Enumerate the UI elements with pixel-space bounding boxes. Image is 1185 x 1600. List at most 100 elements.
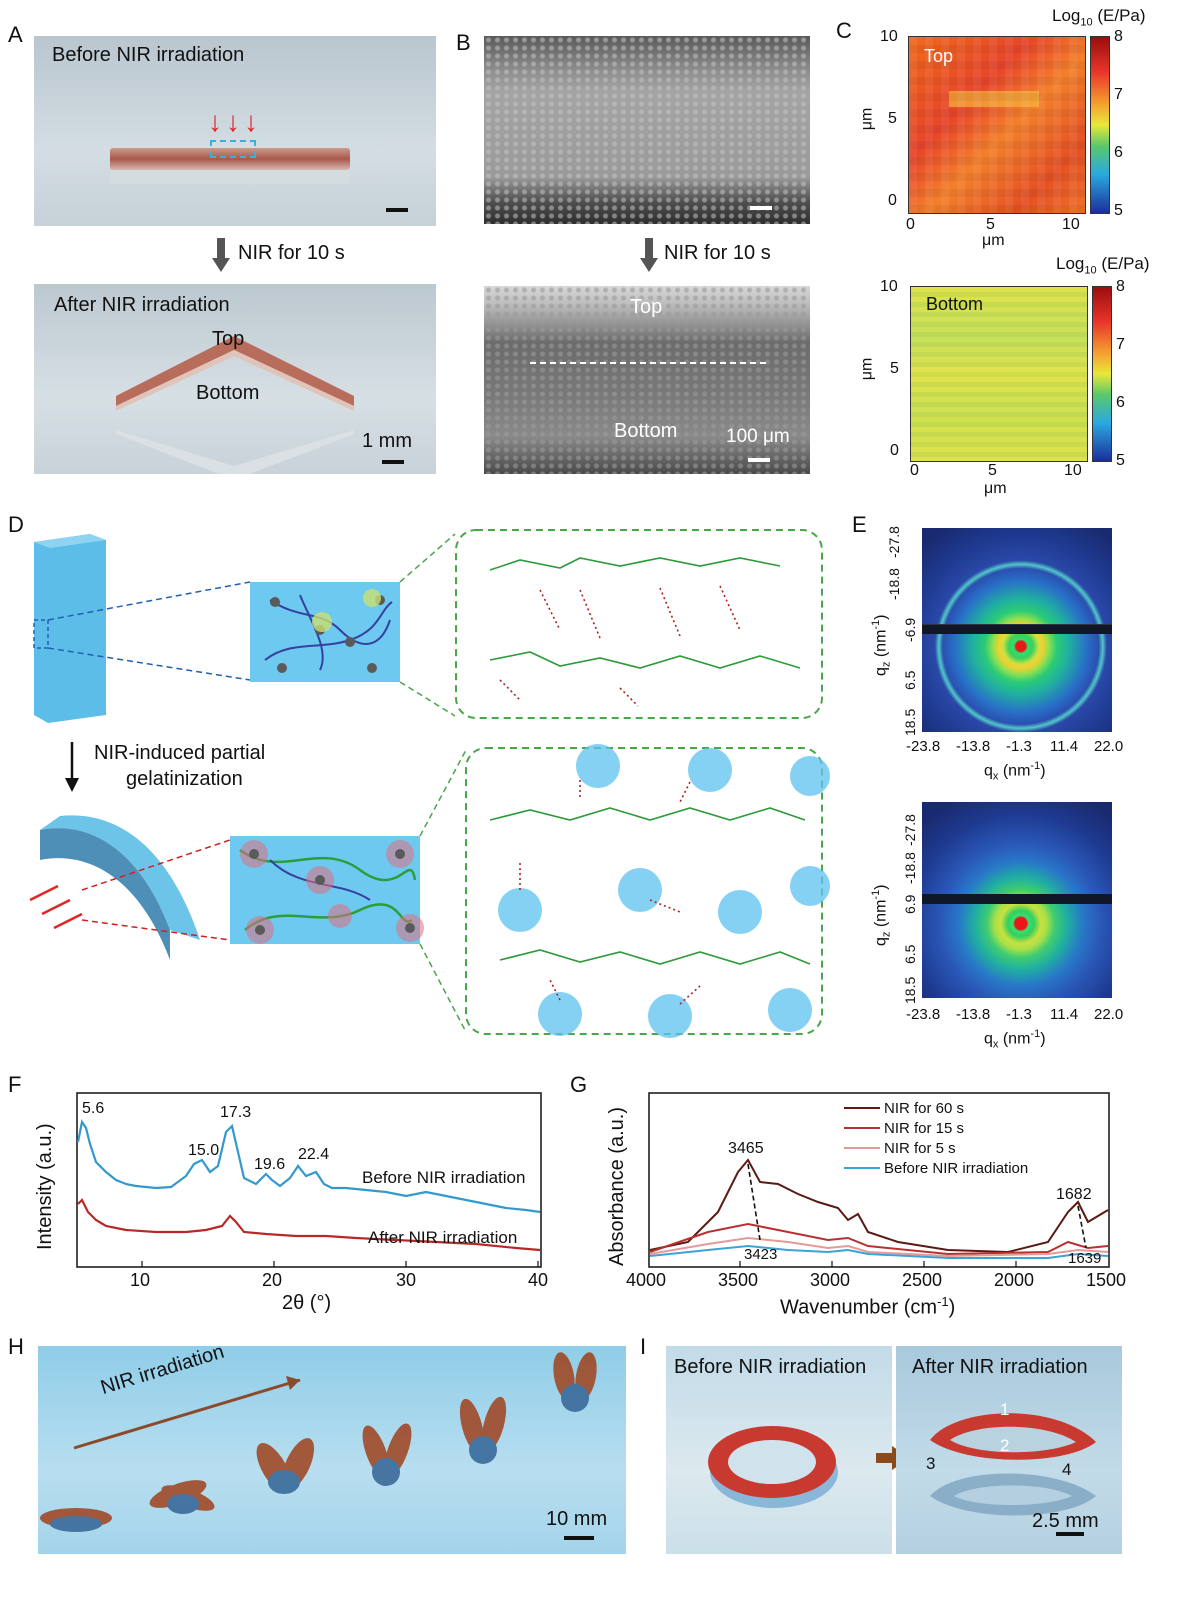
series-after [77, 1198, 541, 1252]
x-tick: 11.4 [1050, 1006, 1079, 1023]
ring-point-label: 4 [1062, 1460, 1072, 1479]
x-tick: 10 [130, 1270, 151, 1290]
x-tick: 10 [1062, 216, 1080, 233]
x-tick: 2000 [994, 1270, 1035, 1290]
peak-label: 5.6 [82, 1100, 105, 1117]
scale-bar-line [1056, 1532, 1084, 1536]
y-tick: 18.5 [902, 976, 918, 1004]
arrow-text-a: NIR for 10 s [238, 242, 345, 264]
gelatinization-schematic [29, 529, 830, 1038]
i-scale-label: 2.5 mm [1032, 1510, 1099, 1532]
y-tick: -27.8 [886, 526, 902, 558]
red-arrow-icon: ↓ [208, 106, 222, 137]
peak-label: 19.6 [254, 1156, 286, 1173]
scale-bar-line [564, 1536, 594, 1540]
scale-bar-label: 100 μm [726, 426, 790, 447]
legend [844, 1107, 880, 1169]
arrow-text-d2: gelatinization [126, 768, 243, 790]
e-ylabel-bottom: qz (nm-1) [870, 884, 893, 946]
series-before [76, 1119, 541, 1214]
ring-point-label: 3 [926, 1454, 936, 1473]
x-tick: 3000 [810, 1270, 851, 1290]
colorbar-title: Log10 (E/Pa) [1056, 254, 1150, 277]
saxs-pattern-top [922, 528, 1112, 732]
flower-sequence-photo [38, 1346, 626, 1554]
photo-before-nir: ↓ ↓ ↓ [34, 36, 436, 226]
colorbar [1090, 36, 1110, 214]
colorbar-tick: 6 [1116, 394, 1125, 411]
scale-bar-line [386, 208, 408, 212]
panel-label-d: D [8, 512, 24, 537]
y-tick: 10 [880, 278, 898, 295]
x-tick: 30 [396, 1270, 417, 1290]
x-tick: -1.3 [1006, 738, 1032, 755]
e-xlabel-bottom: qx (nm-1) [984, 1028, 1046, 1051]
panel-label-e: E [852, 512, 867, 537]
e-xlabel-top: qx (nm-1) [984, 760, 1046, 783]
ring-point-label: 2 [1000, 1436, 1010, 1455]
x-tick: 5 [988, 462, 997, 479]
x-tick: -23.8 [906, 1006, 941, 1023]
y-tick: -18.8 [902, 852, 918, 884]
x-tick: 2500 [902, 1270, 943, 1290]
x-tick: 5 [986, 216, 995, 233]
scale-bar-label: 1 mm [362, 430, 412, 452]
modulus-map-top [908, 36, 1086, 214]
series-5s [649, 1236, 1109, 1258]
x-tick: 40 [528, 1270, 549, 1290]
colorbar-tick: 6 [1114, 144, 1123, 161]
panel-label-h: H [8, 1334, 24, 1359]
scale-bar-line [750, 206, 772, 210]
x-tick: 0 [910, 462, 919, 479]
highlight-box [210, 140, 256, 158]
caption-after: After NIR irradiation [54, 294, 230, 316]
panel-label-i: I [640, 1334, 647, 1359]
legend-item: NIR for 60 s [884, 1100, 965, 1117]
panel-label-f: F [8, 1072, 22, 1097]
ring-point-label: 1 [1000, 1400, 1010, 1419]
arrow-text-d1: NIR-induced partial [94, 742, 266, 764]
peak-label: 3465 [728, 1140, 764, 1157]
panel-label-a: A [8, 22, 23, 47]
y-tick: 0 [888, 192, 897, 209]
f-before-label: Before NIR irradiation [362, 1168, 526, 1187]
ring-after-photo [896, 1346, 1122, 1554]
series-15s [649, 1222, 1109, 1256]
red-arrow-icon: ↓ [226, 106, 240, 137]
g-xlabel: Wavenumber (cm-1) [780, 1294, 956, 1319]
y-axis-label: μm [858, 107, 876, 131]
colorbar [1092, 286, 1112, 462]
y-tick: 6.5 [902, 944, 918, 964]
x-tick: 22.0 [1094, 1006, 1124, 1023]
peak-label: 3423 [744, 1246, 778, 1263]
f-ylabel: Intensity (a.u.) [34, 1123, 56, 1250]
colorbar-tick: 5 [1116, 452, 1125, 469]
modulus-map-bottom [910, 286, 1088, 462]
strip-material [110, 148, 350, 170]
label-bottom-sem: Bottom [614, 420, 678, 442]
x-tick: -13.8 [956, 738, 991, 755]
y-tick: 5 [888, 110, 897, 127]
strip-reflection [110, 170, 350, 184]
label-top-sem: Top [630, 296, 663, 318]
map-label-bottom: Bottom [926, 294, 984, 314]
panel-label-g: G [570, 1072, 588, 1097]
y-tick: 10 [880, 28, 898, 45]
red-arrow-icon: ↓ [244, 106, 258, 137]
arrow-text-b: NIR for 10 s [664, 242, 771, 264]
saxs-pattern-bottom [922, 802, 1112, 998]
series-before [649, 1244, 1109, 1259]
f-after-label: After NIR irradiation [368, 1228, 518, 1247]
peak-label: 15.0 [188, 1142, 220, 1159]
peak-label: 17.3 [220, 1104, 252, 1121]
ftir-chart [648, 1092, 1110, 1268]
x-axis-label: μm [984, 480, 1007, 497]
ring-before-photo [666, 1346, 892, 1554]
x-tick: -13.8 [956, 1006, 991, 1023]
y-tick: 6.9 [902, 894, 918, 914]
scale-bar-line [748, 458, 770, 462]
y-tick: -6.9 [902, 617, 918, 642]
x-tick: 22.0 [1094, 738, 1124, 755]
y-tick: -27.8 [902, 814, 918, 846]
i-before-caption: Before NIR irradiation [674, 1356, 867, 1378]
